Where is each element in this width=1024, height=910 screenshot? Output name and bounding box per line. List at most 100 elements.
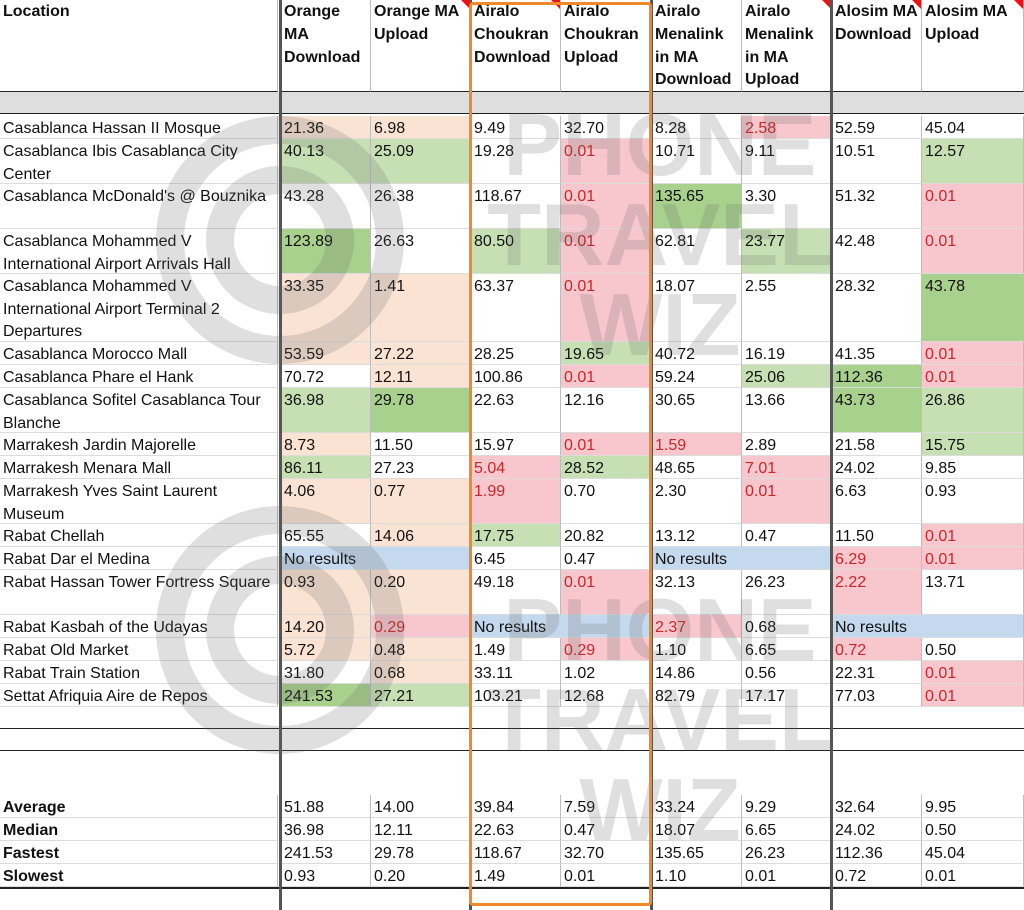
summary-cell[interactable]: 9.95 xyxy=(922,795,1024,818)
data-cell[interactable]: 241.53 xyxy=(281,684,371,707)
data-cell[interactable]: 7.01 xyxy=(742,456,832,479)
data-cell[interactable]: 0.77 xyxy=(371,479,471,524)
data-cell[interactable]: 0.01 xyxy=(561,184,652,229)
header-column-3[interactable]: Airalo Choukran Download xyxy=(471,0,561,92)
data-cell[interactable]: 26.38 xyxy=(371,184,471,229)
location-cell[interactable]: Rabat Old Market xyxy=(0,638,278,661)
summary-cell[interactable]: 1.10 xyxy=(652,864,742,887)
location-cell[interactable]: Marrakesh Jardin Majorelle xyxy=(0,433,278,456)
data-cell[interactable]: 9.85 xyxy=(922,456,1024,479)
data-cell[interactable]: 0.01 xyxy=(922,524,1024,547)
summary-cell[interactable]: 135.65 xyxy=(652,841,742,864)
data-cell[interactable]: 0.20 xyxy=(371,570,471,615)
data-cell[interactable]: 25.09 xyxy=(371,139,471,184)
location-cell[interactable]: Casablanca Morocco Mall xyxy=(0,342,278,365)
data-cell[interactable]: 2.22 xyxy=(832,570,922,615)
data-cell[interactable]: 103.21 xyxy=(471,684,561,707)
summary-cell[interactable]: 29.78 xyxy=(371,841,471,864)
data-cell[interactable]: 80.50 xyxy=(471,229,561,274)
header-column-1[interactable]: Orange MA Download xyxy=(281,0,371,92)
data-cell[interactable]: 0.01 xyxy=(922,365,1024,388)
summary-cell[interactable]: 7.59 xyxy=(561,795,652,818)
data-cell[interactable]: 16.19 xyxy=(742,342,832,365)
summary-cell[interactable]: 0.50 xyxy=(922,818,1024,841)
summary-cell[interactable]: 112.36 xyxy=(832,841,922,864)
data-cell[interactable]: 6.29 xyxy=(832,547,922,570)
location-cell[interactable]: Casablanca Mohammed V International Airp… xyxy=(0,229,278,274)
location-cell[interactable]: Rabat Dar el Medina xyxy=(0,547,278,570)
data-cell[interactable]: 48.65 xyxy=(652,456,742,479)
data-cell[interactable]: 86.11 xyxy=(281,456,371,479)
summary-cell[interactable]: 6.65 xyxy=(742,818,832,841)
data-cell[interactable]: 112.36 xyxy=(832,365,922,388)
location-cell[interactable]: Casablanca Phare el Hank xyxy=(0,365,278,388)
location-cell[interactable]: Marrakesh Menara Mall xyxy=(0,456,278,479)
summary-cell[interactable]: 33.24 xyxy=(652,795,742,818)
data-cell[interactable]: 0.01 xyxy=(922,661,1024,684)
summary-cell[interactable]: 0.01 xyxy=(922,864,1024,887)
data-cell[interactable]: 27.22 xyxy=(371,342,471,365)
data-cell[interactable]: 0.72 xyxy=(832,638,922,661)
summary-cell[interactable]: 18.07 xyxy=(652,818,742,841)
summary-cell[interactable]: 12.11 xyxy=(371,818,471,841)
summary-label-median[interactable]: Median xyxy=(0,818,278,841)
header-location[interactable]: Location xyxy=(0,0,278,92)
data-cell[interactable]: No results xyxy=(832,615,1024,638)
data-cell[interactable]: 40.72 xyxy=(652,342,742,365)
data-cell[interactable]: 17.17 xyxy=(742,684,832,707)
data-cell[interactable]: 11.50 xyxy=(371,433,471,456)
data-cell[interactable]: 118.67 xyxy=(471,184,561,229)
data-cell[interactable]: 17.75 xyxy=(471,524,561,547)
data-cell[interactable]: 1.10 xyxy=(652,638,742,661)
data-cell[interactable]: 12.16 xyxy=(561,388,652,433)
data-cell[interactable]: 0.47 xyxy=(742,524,832,547)
location-cell[interactable]: Rabat Hassan Tower Fortress Square xyxy=(0,570,278,615)
data-cell[interactable]: 3.30 xyxy=(742,184,832,229)
data-cell[interactable]: 82.79 xyxy=(652,684,742,707)
data-cell[interactable]: 43.73 xyxy=(832,388,922,433)
data-cell[interactable]: 1.41 xyxy=(371,274,471,342)
location-cell[interactable]: Rabat Train Station xyxy=(0,661,278,684)
data-cell[interactable]: 9.49 xyxy=(471,116,561,139)
data-cell[interactable]: 59.24 xyxy=(652,365,742,388)
data-cell[interactable]: 70.72 xyxy=(281,365,371,388)
data-cell[interactable]: 62.81 xyxy=(652,229,742,274)
data-cell[interactable]: 12.57 xyxy=(922,139,1024,184)
data-cell[interactable]: 32.13 xyxy=(652,570,742,615)
data-cell[interactable]: 15.75 xyxy=(922,433,1024,456)
data-cell[interactable]: 2.58 xyxy=(742,116,832,139)
data-cell[interactable]: 63.37 xyxy=(471,274,561,342)
data-cell[interactable]: 22.63 xyxy=(471,388,561,433)
data-cell[interactable]: 31.80 xyxy=(281,661,371,684)
data-cell[interactable]: 5.72 xyxy=(281,638,371,661)
summary-cell[interactable]: 0.72 xyxy=(832,864,922,887)
summary-label-slowest[interactable]: Slowest xyxy=(0,864,278,887)
data-cell[interactable]: 14.20 xyxy=(281,615,371,638)
data-cell[interactable]: 0.48 xyxy=(371,638,471,661)
location-cell[interactable]: Rabat Kasbah of the Udayas xyxy=(0,615,278,638)
data-cell[interactable]: 0.01 xyxy=(561,229,652,274)
data-cell[interactable]: 43.28 xyxy=(281,184,371,229)
data-cell[interactable]: 6.45 xyxy=(471,547,561,570)
data-cell[interactable]: 28.25 xyxy=(471,342,561,365)
data-cell[interactable]: 22.31 xyxy=(832,661,922,684)
data-cell[interactable]: 10.71 xyxy=(652,139,742,184)
data-cell[interactable]: 51.32 xyxy=(832,184,922,229)
data-cell[interactable]: 12.11 xyxy=(371,365,471,388)
summary-cell[interactable]: 241.53 xyxy=(281,841,371,864)
data-cell[interactable]: 23.77 xyxy=(742,229,832,274)
data-cell[interactable]: 0.29 xyxy=(561,638,652,661)
data-cell[interactable]: 0.01 xyxy=(922,342,1024,365)
data-cell[interactable]: 77.03 xyxy=(832,684,922,707)
data-cell[interactable]: 6.98 xyxy=(371,116,471,139)
location-cell[interactable]: Casablanca Sofitel Casablanca Tour Blanc… xyxy=(0,388,278,433)
location-cell[interactable]: Marrakesh Yves Saint Laurent Museum xyxy=(0,479,278,524)
data-cell[interactable]: No results xyxy=(281,547,471,570)
data-cell[interactable]: 19.65 xyxy=(561,342,652,365)
summary-cell[interactable]: 39.84 xyxy=(471,795,561,818)
header-column-7[interactable]: Alosim MA Download xyxy=(832,0,922,92)
data-cell[interactable]: 11.50 xyxy=(832,524,922,547)
data-cell[interactable]: 45.04 xyxy=(922,116,1024,139)
summary-label-average[interactable]: Average xyxy=(0,795,278,818)
data-cell[interactable]: 0.01 xyxy=(561,139,652,184)
